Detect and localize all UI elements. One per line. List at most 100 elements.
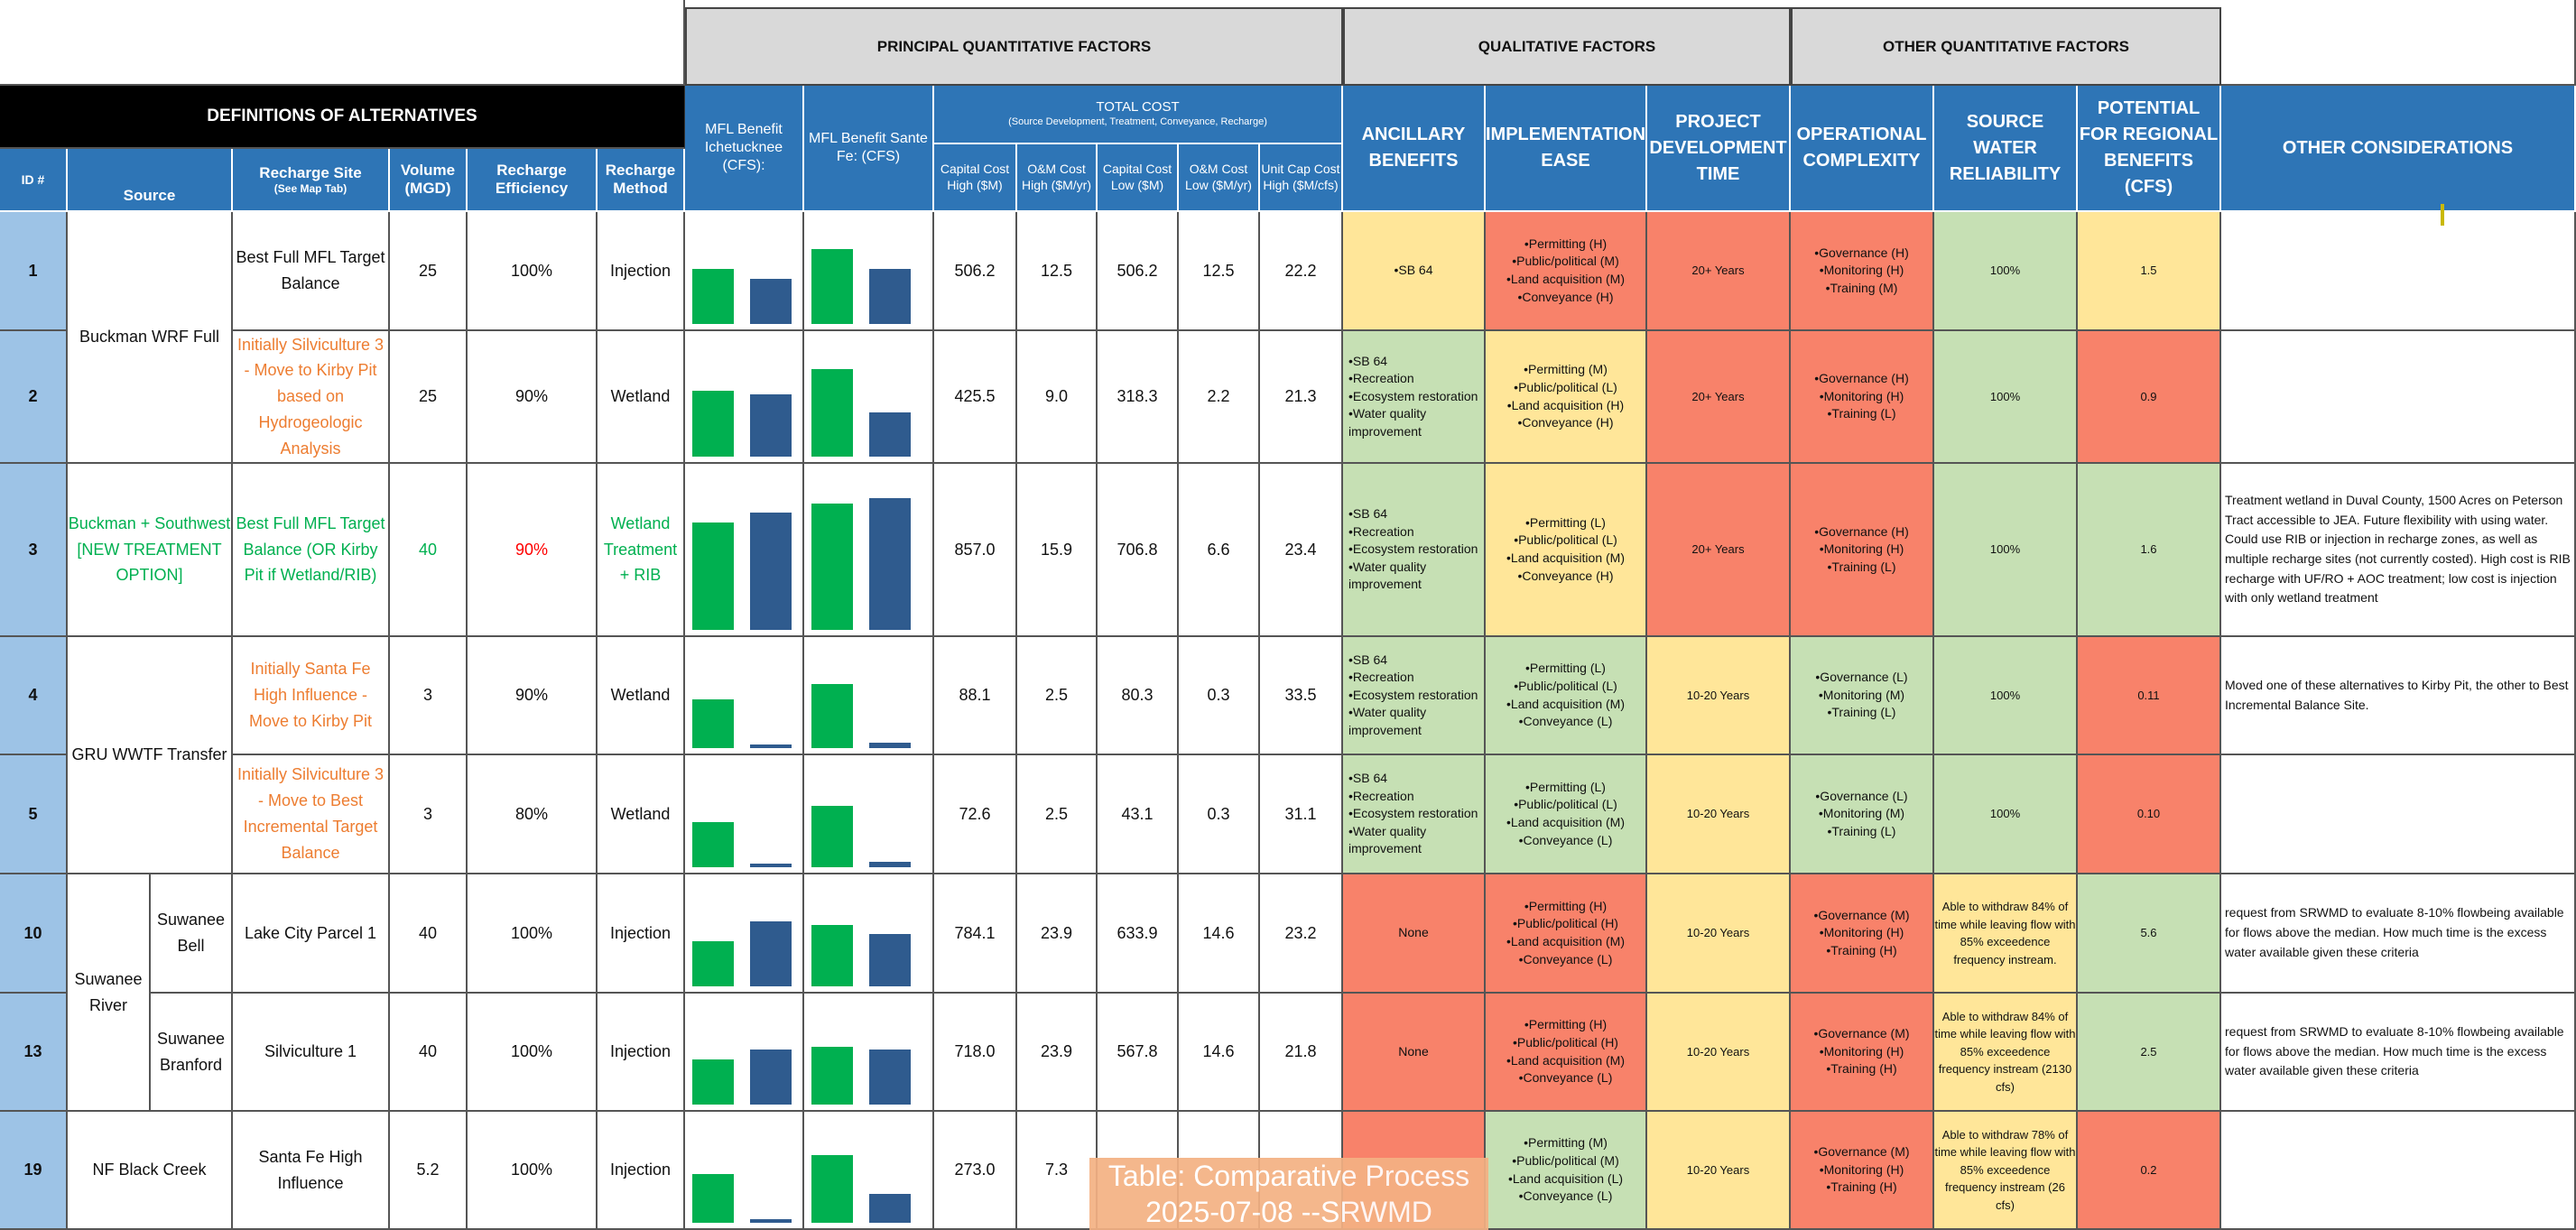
om-cost-low-text: 14.6 [1202,1042,1235,1060]
project-time-text: 10-20 Years [1686,688,1750,702]
om-cost-low: 6.6 [1179,464,1260,637]
capital-cost-high: 72.6 [934,755,1017,874]
mfl-ichetucknee-chart [685,464,804,637]
header-om-high: O&M Cost High ($M/yr) [1017,144,1098,212]
source-suwanee-bell: Suwanee Bell [151,874,233,994]
unit-cap-cost-text: 21.3 [1284,387,1317,405]
regional-benefits-text: 0.9 [2140,389,2157,403]
header-total-cost-text: TOTAL COST [1096,99,1180,116]
volume: 3 [390,755,468,874]
bar-green [811,369,853,457]
volume: 3 [390,637,468,755]
source-suwanee-river: Suwanee River [68,874,151,1112]
header-recharge-site-text: Recharge Site [259,164,362,181]
ancillary-benefits-text: None [1398,1043,1429,1059]
operational-complexity-text: •Governance (H) •Monitoring (H) •Trainin… [1814,245,1909,295]
capital-cost-low-text: 318.3 [1117,387,1158,405]
implementation-ease: •Permitting (M) •Public/political (M) •L… [1486,1112,1647,1230]
header-implementation-text: IMPLEMENTATION EASE [1486,125,1646,171]
project-time: 10-20 Years [1647,874,1791,994]
bar-blue [750,394,792,457]
mfl-santafe-chart [804,212,934,331]
implementation-ease-text: •Permitting (H) •Public/political (H) •L… [1506,898,1625,966]
capital-cost-low: 706.8 [1098,464,1179,637]
project-time: 20+ Years [1647,331,1791,464]
recharge-method-text: Wetland Treatment + RIB [603,513,678,585]
implementation-ease: •Permitting (H) •Public/political (H) •L… [1486,874,1647,994]
other-considerations: request from SRWMD to evaluate 8-10% flo… [2221,874,2576,994]
recharge-method-text: Wetland [610,387,671,406]
header-method-text: Recharge Method [605,162,676,197]
efficiency-text: 80% [514,804,549,823]
volume-text: 5.2 [416,1161,440,1179]
other-considerations: Treatment wetland in Duval County, 1500 … [2221,464,2576,637]
header-mfl-santafe: MFL Benefit Sante Fe: (CFS) [804,86,934,212]
source-buckman-southwest-text: Buckman + Southwest [NEW TREATMENT OPTIO… [68,513,231,585]
om-cost-high-text: 7.3 [1044,1161,1069,1179]
unit-cap-cost: 23.4 [1260,464,1343,637]
source-reliability-text: Able to withdraw 84% of time while leavi… [1934,1009,2076,1094]
om-cost-high-text: 9.0 [1044,387,1069,405]
implementation-ease: •Permitting (H) •Public/political (H) •L… [1486,994,1647,1112]
recharge-method-text: Wetland [610,686,671,705]
header-recharge-site-sub: (See Map Tab) [273,182,347,195]
source-reliability: 100% [1934,464,2078,637]
recharge-method: Wetland [598,637,685,755]
regional-benefits: 0.10 [2078,755,2221,874]
bar-green [692,523,734,630]
regional-benefits: 5.6 [2078,874,2221,994]
implementation-ease-text: •Permitting (M) •Public/political (M) •L… [1507,1135,1624,1204]
header-regional-text: POTENTIAL FOR REGIONAL BENEFITS (CFS) [2079,98,2219,197]
recharge-method: Wetland Treatment + RIB [598,464,685,637]
unit-cap-cost: 31.1 [1260,755,1343,874]
operational-complexity-text: •Governance (L) •Monitoring (M) •Trainin… [1815,788,1908,838]
row-id: 19 [0,1112,68,1230]
source-buckman-text: Buckman WRF Full [79,328,220,347]
regional-benefits: 0.9 [2078,331,2221,464]
row-id-text: 2 [28,387,38,405]
other-considerations [2221,1112,2576,1230]
header-efficiency: Recharge Efficiency [468,149,598,212]
row-id: 13 [0,994,68,1112]
row-id-text: 13 [23,1042,42,1060]
regional-benefits-text: 0.2 [2140,1162,2157,1177]
row-id-text: 1 [28,261,38,280]
source-suwanee-bell-text: Suwanee Bell [156,911,226,955]
ancillary-benefits-text: •SB 64 [1394,263,1433,278]
header-total-cost-sub: (Source Development, Treatment, Conveyan… [1008,116,1267,127]
unit-cap-cost-text: 23.2 [1284,923,1317,942]
capital-cost-low-text: 80.3 [1121,686,1154,704]
implementation-ease-text: •Permitting (L) •Public/political (L) •L… [1506,779,1625,847]
recharge-site-text: Initially Silviculture 3 - Move to Best … [236,765,385,862]
mfl-ichetucknee-chart [685,994,804,1112]
volume: 40 [390,874,468,994]
project-time-text: 10-20 Years [1686,807,1750,821]
source-buckman: Buckman WRF Full [68,212,233,464]
other-considerations [2221,212,2576,331]
om-cost-high-text: 2.5 [1044,686,1069,704]
capital-cost-low: 43.1 [1098,755,1179,874]
project-time-text: 10-20 Years [1686,926,1750,940]
om-cost-low: 14.6 [1179,994,1260,1112]
regional-benefits: 1.6 [2078,464,2221,637]
header-unit-cap: Unit Cap Cost High ($M/cfs) [1260,144,1343,212]
row-id: 3 [0,464,68,637]
project-time: 10-20 Years [1647,637,1791,755]
recharge-method: Wetland [598,331,685,464]
volume-text: 25 [418,261,438,280]
header-project_time: PROJECT DEVELOPMENT TIME [1647,86,1791,212]
source-reliability-text: 100% [1989,688,2021,702]
row-id-text: 5 [28,804,38,823]
recharge-site: Lake City Parcel 1 [233,874,390,994]
capital-cost-low-text: 43.1 [1121,804,1154,823]
header-considerations: OTHER CONSIDERATIONS [2221,86,2576,212]
implementation-ease-text: •Permitting (H) •Public/political (H) •L… [1506,1017,1625,1086]
capital-cost-high: 273.0 [934,1112,1017,1230]
row-id: 4 [0,637,68,755]
implementation-ease-text: •Permitting (M) •Public/political (L) •L… [1506,362,1625,430]
row-id-text: 4 [28,686,38,704]
header-unit-cap-text: Unit Cap Cost High ($M/cfs) [1261,162,1340,192]
recharge-site-text: Initially Silviculture 3 - Move to Kirby… [236,335,385,458]
recharge-site-text: Initially Santa Fe High Influence - Move… [248,660,373,730]
bar-blue [869,862,911,867]
